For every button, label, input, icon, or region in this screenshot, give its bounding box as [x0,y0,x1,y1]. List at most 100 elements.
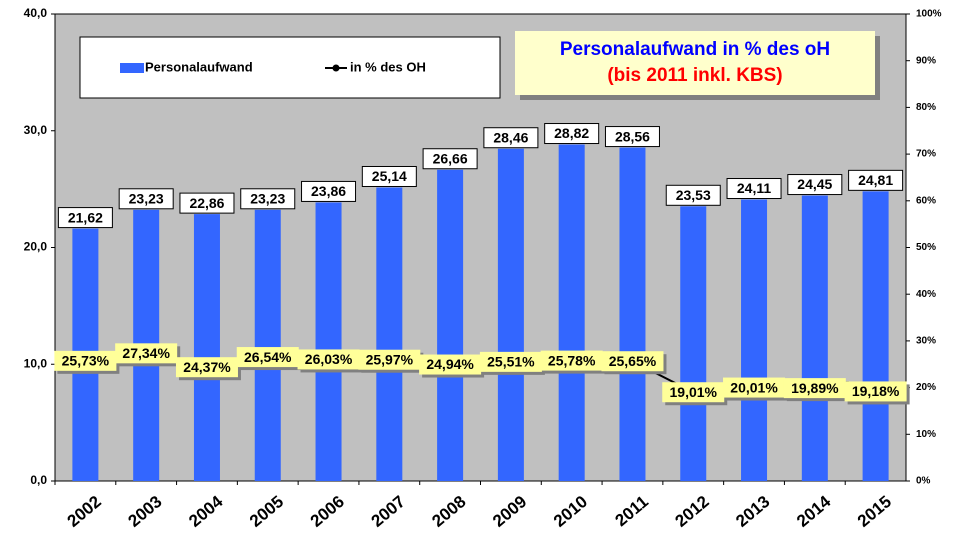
bar-value-label: 23,23 [250,190,285,206]
line-value-label: 19,18% [852,383,900,399]
bar-value-label: 25,14 [372,168,407,184]
bar-label-box [118,188,174,210]
bar-value-label: 22,86 [189,195,224,211]
y2-tick-label: 80% [916,102,936,113]
y2-tick-label: 0% [916,476,931,487]
line-label-box [479,351,542,372]
bar-label-box [483,127,539,149]
y-tick-label: 0,0 [30,473,47,487]
chart-title: Personalaufwand in % des oH [560,39,830,60]
bar [376,187,403,482]
bar-value-label: 23,23 [129,190,164,206]
x-tick-label: 2012 [672,492,713,531]
bar-value-label: 24,11 [737,180,771,196]
bar-value-label: 24,81 [858,172,893,188]
line-value-label: 25,97% [366,351,414,367]
bar-value-label: 24,45 [797,176,832,192]
bar-value-label: 28,56 [615,128,650,144]
line-label-box [540,350,603,371]
line-label-box [175,357,238,378]
bar-label-box [544,123,600,145]
y2-tick-label: 20% [916,382,936,393]
title-box [515,31,875,95]
bar-value-label: 28,82 [554,125,589,141]
line-label-box [236,347,299,368]
line-label-box [54,350,117,371]
bar-label-box [240,188,296,210]
bar-label-box [604,126,660,148]
bar-label-box [848,169,904,191]
y2-tick-label: 50% [916,242,936,253]
y2-tick-label: 30% [916,336,936,347]
line-value-label: 25,51% [487,354,535,370]
bar-value-label: 23,86 [311,183,346,199]
legend-marker [332,64,340,72]
x-tick-label: 2005 [246,492,287,531]
bar-value-label: 21,62 [68,209,103,225]
line-value-label: 24,94% [426,356,474,372]
bar-label-box [726,178,782,200]
bar-value-label: 28,46 [493,129,528,145]
y-tick-label: 30,0 [24,123,48,137]
bar-value-label: 23,53 [676,187,711,203]
bar-label-box [179,192,235,214]
line-value-label: 25,78% [548,352,596,368]
x-tick-label: 2004 [185,492,227,531]
line-value-label: 27,34% [122,345,170,361]
y2-tick-label: 60% [916,195,936,206]
line-value-label: 25,73% [62,353,110,369]
line-label-box [358,349,421,370]
y-tick-label: 10,0 [24,356,48,370]
y-tick-label: 20,0 [24,240,48,254]
y2-tick-label: 70% [916,149,936,160]
bar-label-box [665,184,721,206]
bar [680,206,707,482]
x-tick-label: 2014 [793,492,835,531]
legend-label: in % des OH [350,59,426,74]
line-label-box [419,354,482,375]
bar-label-box [301,180,357,202]
bar [558,144,585,482]
legend-label: Personalaufwand [145,59,253,74]
line-label-box [601,351,664,372]
line-value-label: 19,89% [791,380,839,396]
x-tick-label: 2015 [854,492,895,531]
bar [801,195,828,481]
x-tick-label: 2010 [550,492,591,531]
bar-label-box [57,207,113,229]
x-tick-label: 2008 [428,492,469,531]
bar [315,202,342,481]
y2-tick-label: 40% [916,289,936,300]
bar-label-box [361,165,417,187]
bar [193,214,220,481]
line-label-box [723,377,786,398]
bar [862,191,889,481]
line-label-box [297,349,360,370]
bar-label-box [422,148,478,170]
line-value-label: 24,37% [183,359,231,375]
chart-subtitle: (bis 2011 inkl. KBS) [607,65,782,86]
bar [497,148,524,482]
bar [741,199,768,481]
y-tick-label: 40,0 [24,6,48,20]
x-tick-label: 2003 [124,492,165,531]
x-tick-label: 2002 [64,492,105,531]
line-value-label: 26,54% [244,349,292,365]
line-label-box [115,343,178,364]
line-value-label: 26,03% [305,351,353,367]
x-tick-label: 2009 [489,492,530,531]
bar-label-box [787,174,843,196]
line-label-box [844,381,907,402]
bar-value-label: 26,66 [433,150,468,166]
x-tick-label: 2011 [611,492,651,530]
bar [437,169,464,481]
line-label-box [662,382,725,403]
line-value-label: 20,01% [730,379,778,395]
legend [79,36,501,99]
line-value-label: 19,01% [670,384,718,400]
line-value-label: 25,65% [609,353,657,369]
x-tick-label: 2007 [368,492,409,531]
bar [619,147,646,481]
bar [254,209,281,482]
